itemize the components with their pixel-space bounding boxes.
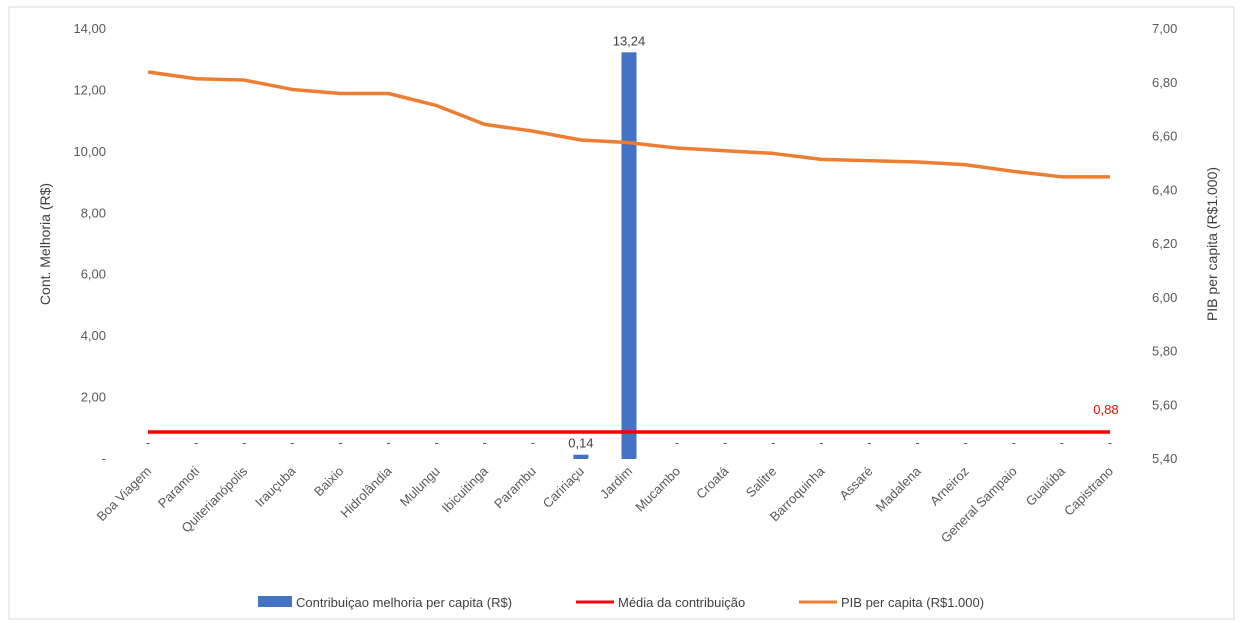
right-axis-title: PIB per capita (R$1.000) — [1204, 167, 1220, 321]
zero-value-label: - — [146, 435, 150, 450]
zero-value-label: - — [483, 435, 487, 450]
left-tick-label: 14,00 — [73, 21, 106, 36]
pib-line — [147, 70, 1110, 179]
left-tick-label: 4,00 — [81, 328, 106, 343]
zero-value-labels: ------------------- — [146, 435, 1112, 450]
zero-value-label: - — [290, 435, 294, 450]
zero-value-label: - — [915, 435, 919, 450]
bar-value-labels: 0,14 13,24 — [568, 33, 645, 450]
bar-series — [573, 52, 637, 459]
bar — [621, 52, 637, 459]
zero-value-label: - — [867, 435, 871, 450]
bar-value-label: 13,24 — [613, 33, 646, 48]
mean-line-series: 0,88 — [148, 402, 1119, 434]
left-tick-label: 10,00 — [73, 144, 106, 159]
zero-value-label: - — [1060, 435, 1064, 450]
right-tick-label: 7,00 — [1152, 21, 1177, 36]
zero-value-label: - — [723, 435, 727, 450]
left-tick-label: 12,00 — [73, 82, 106, 97]
left-tick-label: 8,00 — [81, 205, 106, 220]
left-tick-label: - — [102, 451, 106, 466]
zero-value-label: - — [963, 435, 967, 450]
left-axis-title: Cont. Melhoria (R$) — [37, 183, 53, 305]
left-axis-ticks: - 2,00 4,00 6,00 8,00 10,00 12,00 14,00 — [73, 21, 106, 466]
right-tick-label: 5,40 — [1152, 451, 1177, 466]
zero-value-label: - — [194, 435, 198, 450]
legend: Contribuiçao melhoria per capita (R$) Mé… — [258, 595, 984, 610]
legend-label-contribution: Contribuiçao melhoria per capita (R$) — [296, 595, 512, 610]
legend-swatch-bar — [258, 596, 292, 607]
zero-value-label: - — [242, 435, 246, 450]
left-tick-label: 2,00 — [81, 390, 106, 405]
zero-value-label: - — [434, 435, 438, 450]
right-tick-label: 6,40 — [1152, 182, 1177, 197]
right-tick-label: 5,80 — [1152, 344, 1177, 359]
right-axis-ticks: 5,40 5,60 5,80 6,00 6,20 6,40 6,60 6,80 7,00 — [1152, 21, 1177, 466]
zero-value-label: - — [675, 435, 679, 450]
bar — [573, 454, 589, 459]
zero-value-label: - — [338, 435, 342, 450]
bar-value-label: 0,14 — [568, 436, 593, 451]
legend-label-mean: Média da contribuição — [618, 595, 745, 610]
zero-value-label: - — [531, 435, 535, 450]
zero-value-label: - — [771, 435, 775, 450]
zero-value-label: - — [819, 435, 823, 450]
zero-value-label: - — [1012, 435, 1016, 450]
zero-value-label: - — [386, 435, 390, 450]
right-tick-label: 6,60 — [1152, 129, 1177, 144]
zero-value-label: - — [1108, 435, 1112, 450]
pib-line-series — [147, 70, 1110, 179]
legend-label-pib: PIB per capita (R$1.000) — [841, 595, 984, 610]
right-tick-label: 6,80 — [1152, 75, 1177, 90]
right-tick-label: 6,20 — [1152, 236, 1177, 251]
left-tick-label: 6,00 — [81, 267, 106, 282]
mean-value-label: 0,88 — [1093, 402, 1118, 417]
right-tick-label: 5,60 — [1152, 397, 1177, 412]
right-tick-label: 6,00 — [1152, 290, 1177, 305]
